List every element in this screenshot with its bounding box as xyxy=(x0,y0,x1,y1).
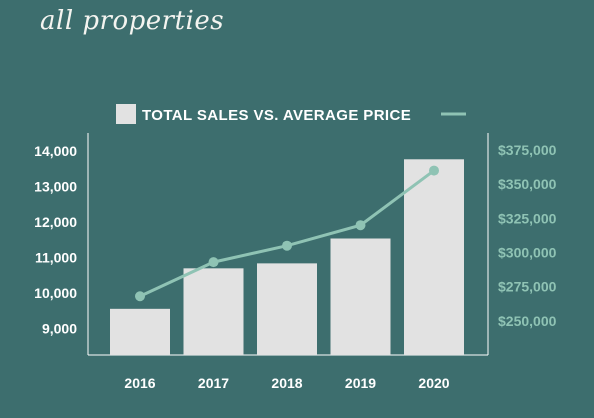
y-right-tick-label: $275,000 xyxy=(498,279,557,295)
x-tick-label-2016: 2016 xyxy=(124,375,155,391)
y-left-tick-label: 13,000 xyxy=(34,178,77,194)
y-left-tick-label: 9,000 xyxy=(42,320,77,336)
bar-total-sales-2017 xyxy=(183,268,244,355)
point-average-price-2017 xyxy=(208,257,219,268)
y-left-tick-label: 12,000 xyxy=(34,214,77,230)
point-average-price-2019 xyxy=(355,220,366,231)
y-right-tick-label: $250,000 xyxy=(498,313,557,329)
bar-total-sales-2018 xyxy=(257,263,317,355)
y-left-tick-label: 14,000 xyxy=(34,143,77,159)
bar-total-sales-2020 xyxy=(404,159,464,355)
y-right-tick-label: $350,000 xyxy=(498,176,557,192)
x-tick-label-2020: 2020 xyxy=(418,375,449,391)
x-tick-label-2017: 2017 xyxy=(198,375,229,391)
bar-total-sales-2019 xyxy=(330,238,391,355)
y-left-tick-label: 11,000 xyxy=(35,249,77,265)
legend-label: TOTAL SALES VS. AVERAGE PRICE xyxy=(142,107,411,124)
legend: TOTAL SALES VS. AVERAGE PRICE xyxy=(116,104,466,124)
page-title: all properties xyxy=(40,6,225,36)
bar-total-sales-2016 xyxy=(110,308,170,355)
x-tick-label-2019: 2019 xyxy=(345,375,376,391)
y-left-tick-label: 10,000 xyxy=(34,285,77,301)
y-right-tick-label: $325,000 xyxy=(498,210,557,226)
legend-bar-swatch xyxy=(116,104,136,124)
y-right-tick-label: $375,000 xyxy=(498,142,557,158)
point-average-price-2018 xyxy=(282,240,292,251)
x-tick-label-2018: 2018 xyxy=(271,375,302,391)
point-average-price-2020 xyxy=(429,165,439,176)
point-average-price-2016 xyxy=(135,291,145,302)
y-right-tick-label: $300,000 xyxy=(498,245,557,261)
